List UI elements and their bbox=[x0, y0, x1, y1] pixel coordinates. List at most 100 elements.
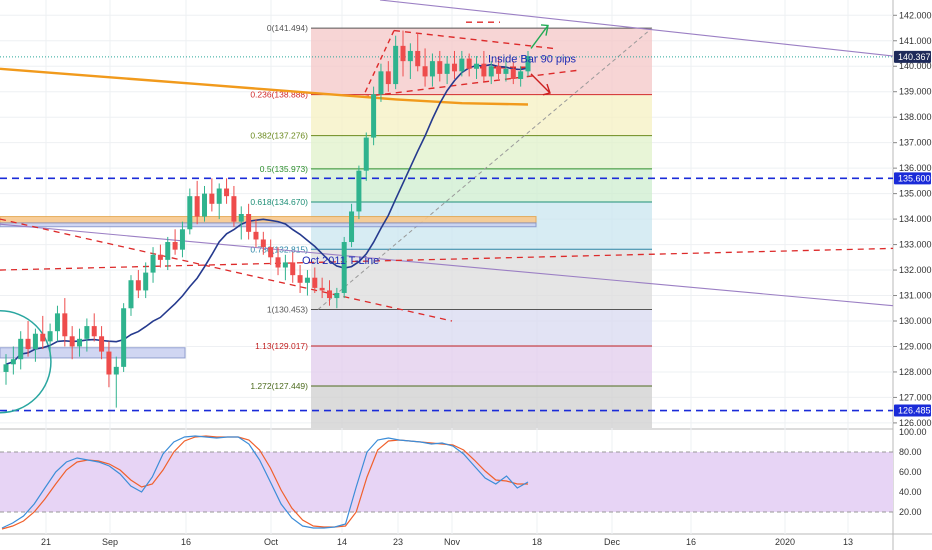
candle-body bbox=[378, 71, 384, 95]
candle-body bbox=[496, 66, 502, 74]
candle-body bbox=[69, 336, 75, 347]
candle-body bbox=[356, 170, 362, 212]
candle-body bbox=[121, 308, 127, 367]
candle-body bbox=[481, 63, 487, 77]
fib-level-label: 0.236(138.888) bbox=[250, 90, 308, 100]
candle-body bbox=[312, 277, 318, 288]
candle-body bbox=[40, 333, 46, 342]
price-tick-label: 129.000 bbox=[899, 341, 932, 351]
candle-body bbox=[172, 242, 178, 250]
time-tick-label: Dec bbox=[604, 537, 621, 547]
purple-trendline-lower bbox=[0, 223, 894, 307]
stochastic-oscillator bbox=[0, 435, 893, 530]
oscillator-tick-label: 100.00 bbox=[899, 427, 927, 437]
candle-body bbox=[54, 313, 60, 332]
candle-body bbox=[18, 338, 24, 360]
candle-body bbox=[32, 333, 38, 350]
candle-body bbox=[444, 63, 450, 74]
fib-level-label: 1.272(127.449) bbox=[250, 381, 308, 391]
price-tick-label: 140.000 bbox=[899, 61, 932, 71]
price-tick-label: 139.000 bbox=[899, 87, 932, 97]
candle-body bbox=[260, 239, 266, 248]
price-tick-label: 132.000 bbox=[899, 265, 932, 275]
candle-body bbox=[187, 196, 193, 230]
candle-body bbox=[62, 313, 68, 337]
time-tick-label: 18 bbox=[532, 537, 542, 547]
candle-body bbox=[165, 242, 171, 260]
price-tick-label: 131.000 bbox=[899, 291, 932, 301]
candle-body bbox=[503, 68, 509, 74]
candle-body bbox=[393, 45, 399, 85]
candle-body bbox=[150, 254, 156, 273]
candle-body bbox=[282, 262, 288, 268]
fib-band bbox=[311, 385, 652, 428]
candle-body bbox=[99, 336, 105, 352]
fibonacci-retracement[interactable]: 0(141.494) 0.236(138.888) 0.382(137.276) 0.… bbox=[250, 23, 653, 428]
fib-level-label: 1.13(129.017) bbox=[255, 341, 308, 351]
price-tick-label: 138.000 bbox=[899, 112, 932, 122]
time-tick-label: Oct bbox=[264, 537, 279, 547]
fib-level-label: 0.5(135.973) bbox=[260, 164, 308, 174]
candle-body bbox=[224, 188, 230, 197]
candle-body bbox=[363, 137, 369, 171]
candle-body bbox=[349, 211, 355, 243]
moving-average-blue bbox=[5, 63, 529, 366]
price-tick-label: 142.000 bbox=[899, 10, 932, 20]
support-zone bbox=[0, 347, 186, 359]
candle-body bbox=[429, 61, 435, 77]
annotations[interactable]: Inside Bar 90 pips Oct 2011 T-Line bbox=[302, 54, 577, 267]
price-tick-label: 127.000 bbox=[899, 392, 932, 402]
breakdown-down-arrow bbox=[530, 73, 551, 96]
price-tick-label: 137.000 bbox=[899, 138, 932, 148]
circle-drawing bbox=[0, 310, 52, 414]
fib-level-label: 0(141.494) bbox=[267, 23, 308, 33]
candle-body bbox=[179, 229, 185, 250]
time-tick-label: 2020 bbox=[775, 537, 795, 547]
candle-body bbox=[385, 71, 391, 85]
purple-trendline-upper bbox=[379, 0, 894, 57]
price-tick-label: 128.000 bbox=[899, 367, 932, 377]
time-tick-label: Nov bbox=[444, 537, 461, 547]
moving-averages bbox=[0, 63, 529, 366]
red-dashed-falling-line bbox=[0, 218, 453, 322]
triangle-upper-line bbox=[393, 29, 554, 50]
time-tick-label: 16 bbox=[181, 537, 191, 547]
price-tick-label: 130.000 bbox=[899, 316, 932, 326]
candle-body bbox=[84, 326, 90, 339]
candle-body bbox=[106, 351, 112, 375]
axes: 126.000 127.000 128.000 129.000 130.000 131.0… bbox=[41, 10, 932, 547]
candle-body bbox=[10, 359, 16, 365]
candle-body bbox=[400, 45, 406, 62]
candle-body bbox=[466, 58, 472, 69]
annotation-inside-bar: Inside Bar 90 pips bbox=[488, 54, 577, 66]
time-tick-label: 14 bbox=[337, 537, 347, 547]
oscillator-tick-label: 40.00 bbox=[899, 487, 922, 497]
stoch-k-line bbox=[1, 435, 529, 529]
triangle-left-edge bbox=[362, 30, 395, 98]
candle-body bbox=[290, 262, 296, 276]
price-badge bbox=[894, 50, 931, 63]
candle-body bbox=[459, 58, 465, 72]
candle-body bbox=[334, 292, 340, 299]
annotation-t-line: Oct 2011 T-Line bbox=[302, 255, 379, 267]
price-tick-label: 126.000 bbox=[899, 418, 932, 428]
candle-body bbox=[194, 196, 200, 217]
candle-body bbox=[371, 94, 377, 138]
candle-body bbox=[525, 56, 531, 72]
candle-body bbox=[202, 193, 208, 217]
time-tick-label: 23 bbox=[393, 537, 403, 547]
candle-body bbox=[3, 364, 9, 372]
triangle-lower-line bbox=[362, 69, 581, 98]
candle-body bbox=[510, 68, 516, 79]
price-tick-label: 133.000 bbox=[899, 240, 932, 250]
fib-level-label: 1(130.453) bbox=[267, 304, 308, 314]
candle-body bbox=[518, 71, 524, 79]
candle-body bbox=[77, 338, 83, 347]
candle-body bbox=[143, 272, 149, 291]
red-dashed-rising-line bbox=[0, 247, 894, 271]
candlestick-series bbox=[3, 30, 531, 408]
trend-lines[interactable] bbox=[0, 0, 894, 414]
fib-band bbox=[311, 249, 652, 310]
